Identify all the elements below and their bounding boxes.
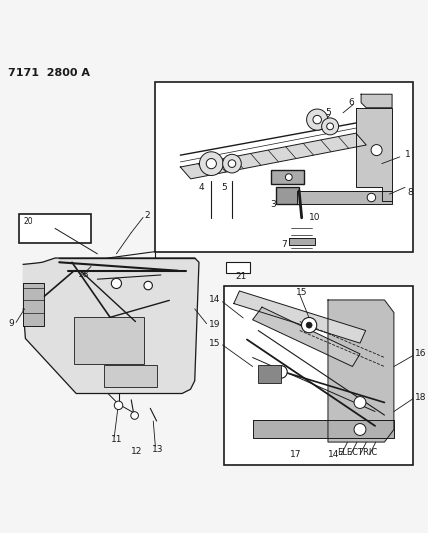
Circle shape (285, 174, 292, 181)
Polygon shape (253, 307, 360, 367)
Ellipse shape (64, 226, 74, 232)
Bar (23, 288, 42, 303)
Polygon shape (328, 300, 394, 442)
Circle shape (321, 118, 339, 135)
Text: 12: 12 (131, 447, 143, 456)
Text: 15: 15 (209, 338, 220, 348)
Polygon shape (297, 191, 392, 204)
Circle shape (199, 152, 223, 175)
Bar (23, 306, 42, 321)
Circle shape (301, 318, 317, 333)
Text: 1: 1 (405, 150, 411, 159)
Text: 8: 8 (407, 188, 413, 197)
Circle shape (131, 411, 138, 419)
Text: 3: 3 (271, 200, 276, 209)
Text: 5: 5 (325, 108, 331, 117)
Text: 15: 15 (296, 288, 307, 297)
Text: 10: 10 (309, 213, 321, 222)
Text: ELECTRIC: ELECTRIC (337, 448, 377, 457)
Text: 17: 17 (290, 450, 302, 459)
Text: 16: 16 (415, 350, 426, 358)
Text: 20: 20 (23, 217, 33, 226)
Polygon shape (23, 258, 199, 393)
Circle shape (206, 158, 217, 169)
Circle shape (111, 278, 122, 288)
Polygon shape (253, 421, 394, 439)
Bar (224, 286, 413, 465)
Bar (19, 214, 91, 243)
Polygon shape (234, 291, 366, 343)
Text: 14: 14 (328, 450, 339, 459)
Text: 6: 6 (348, 98, 354, 107)
Circle shape (228, 160, 236, 167)
Text: 5: 5 (222, 183, 227, 192)
Bar (74, 317, 144, 364)
Circle shape (274, 366, 287, 378)
Polygon shape (23, 284, 45, 326)
Text: 11: 11 (111, 435, 122, 443)
Text: 7171  2800 A: 7171 2800 A (9, 68, 90, 78)
Bar (155, 83, 413, 252)
Text: 9: 9 (9, 319, 14, 328)
Text: 19: 19 (209, 320, 220, 329)
Polygon shape (361, 94, 392, 108)
Text: 7: 7 (281, 240, 286, 249)
Text: 13: 13 (152, 445, 164, 454)
Bar (104, 365, 157, 387)
Bar (271, 171, 304, 184)
Circle shape (306, 322, 312, 328)
Bar (276, 187, 299, 204)
Circle shape (354, 397, 366, 408)
Circle shape (367, 193, 376, 201)
Circle shape (313, 115, 321, 124)
Circle shape (114, 401, 123, 409)
Text: 18: 18 (78, 270, 90, 279)
Text: 21: 21 (235, 272, 247, 281)
Circle shape (223, 155, 241, 173)
Circle shape (327, 123, 333, 130)
Bar (226, 262, 250, 273)
Ellipse shape (49, 226, 58, 232)
Polygon shape (180, 133, 366, 179)
Text: 2: 2 (144, 211, 149, 220)
Polygon shape (356, 108, 392, 201)
Polygon shape (289, 238, 315, 245)
Circle shape (306, 109, 328, 130)
Bar (258, 365, 281, 383)
Text: 4: 4 (199, 183, 204, 192)
Circle shape (354, 424, 366, 435)
Text: 14: 14 (209, 295, 220, 304)
Circle shape (144, 281, 152, 290)
Circle shape (371, 144, 382, 156)
Text: 18: 18 (415, 393, 426, 401)
